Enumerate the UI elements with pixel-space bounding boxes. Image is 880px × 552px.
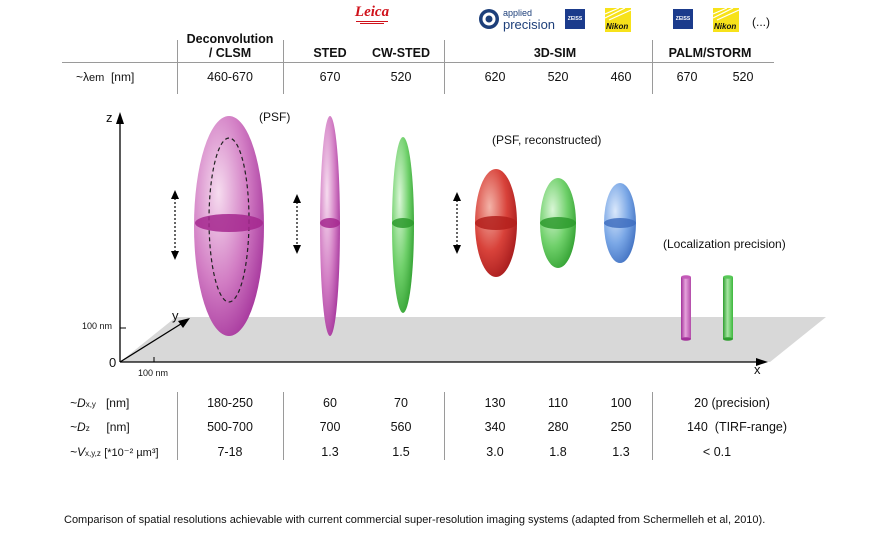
dxy-value: 100 xyxy=(610,396,632,410)
palm-precision-magenta xyxy=(681,277,691,339)
dz-value: 560 xyxy=(390,420,412,434)
psf-deconvolution-cross-section xyxy=(195,214,263,232)
lambda-value: 670 xyxy=(676,70,698,84)
z-axis-label: z xyxy=(106,110,113,125)
palm-precision-green xyxy=(723,277,733,339)
table-divider xyxy=(283,40,284,94)
vxyz-value: < 0.1 xyxy=(702,445,732,459)
dz-value: 280 xyxy=(547,420,569,434)
table-top-divider xyxy=(62,62,774,63)
vxyz-value: 1.8 xyxy=(549,445,567,459)
z-extent-arrow-icon xyxy=(171,190,179,260)
z-extent-arrow-icon xyxy=(293,194,301,254)
x-axis-label: x xyxy=(754,362,761,377)
leica-logo: Leica xyxy=(352,4,392,24)
figure-caption: Comparison of spatial resolutions achiev… xyxy=(64,514,766,526)
dxy-value: 60 xyxy=(323,396,337,410)
psf-cwsted-cross-section xyxy=(392,218,414,228)
dxy-value: 20 (precision) xyxy=(694,396,770,410)
zeiss-logo: ZEISS xyxy=(565,9,585,29)
y-axis-arrow-icon xyxy=(178,318,190,328)
applied-precision-logo: applied precision xyxy=(478,6,558,32)
lambda-value: 520 xyxy=(547,70,569,84)
vxyz-value: 1.5 xyxy=(392,445,410,459)
lambda-value: 620 xyxy=(484,70,506,84)
y-axis xyxy=(119,321,185,363)
z-extent-arrow-icon xyxy=(453,192,461,254)
lambda-value: 520 xyxy=(732,70,754,84)
dxy-value: 130 xyxy=(484,396,506,410)
lambda-value: 460-670 xyxy=(207,70,253,84)
psf-sim-red-cross-section xyxy=(475,216,517,230)
zeiss-logo-2: ZEISS xyxy=(673,9,693,29)
palm-precision-green-top xyxy=(723,275,733,279)
dxy-row-label: ~Dx,y [nm] xyxy=(70,396,130,410)
origin-label: 0 xyxy=(109,355,117,370)
vxyz-value: 1.3 xyxy=(612,445,630,459)
palm-precision-magenta-bottom xyxy=(681,337,691,341)
nikon-logo: Nikon xyxy=(605,8,631,32)
table-divider xyxy=(652,40,653,94)
localization-precision-label: (Localization precision) xyxy=(663,237,786,251)
palm-precision-green-bottom xyxy=(723,337,733,341)
col-header-3dsim: 3D-SIM xyxy=(533,46,577,60)
dz-value: 340 xyxy=(484,420,506,434)
x-axis-arrow-icon xyxy=(756,358,768,366)
floor-plane xyxy=(120,317,826,362)
lambda-row-label: ~λem [nm] xyxy=(76,70,135,84)
psf-reconstructed-label: (PSF, reconstructed) xyxy=(492,133,602,147)
more-vendors-ellipsis: (...) xyxy=(752,15,770,29)
scale-label-horizontal: 100 nm xyxy=(138,368,169,378)
nikon-logo-2: Nikon xyxy=(713,8,739,32)
table-divider xyxy=(177,392,178,460)
col-header-cwsted: CW-STED xyxy=(371,46,431,60)
resolution-diagram xyxy=(116,112,826,366)
dxy-value: 110 xyxy=(548,396,568,410)
dz-row-label: ~Dz [nm] xyxy=(70,420,130,434)
dxy-value: 180-250 xyxy=(207,396,253,410)
table-divider xyxy=(652,392,653,460)
scale-label-vertical: 100 nm xyxy=(82,321,113,331)
psf-sim-green-cross-section xyxy=(540,217,576,229)
palm-precision-magenta-top xyxy=(681,275,691,279)
y-axis-label: y xyxy=(172,308,179,323)
table-divider xyxy=(444,392,445,460)
lambda-value: 520 xyxy=(390,70,412,84)
vxyz-value: 1.3 xyxy=(321,445,339,459)
col-header-palm-storm: PALM/STORM xyxy=(668,46,752,60)
vxyz-row-label: ~Vx,y,z [*10⁻² µm³] xyxy=(70,445,159,459)
lambda-value: 460 xyxy=(610,70,632,84)
z-axis-arrow-icon xyxy=(116,112,124,124)
dz-value: 500-700 xyxy=(207,420,253,434)
col-header-deconvolution: Deconvolution / CLSM xyxy=(186,32,274,60)
psf-label: (PSF) xyxy=(259,110,291,124)
col-header-sted: STED xyxy=(313,46,347,60)
table-divider xyxy=(177,40,178,94)
vxyz-value: 3.0 xyxy=(486,445,504,459)
dxy-value: 70 xyxy=(394,396,408,410)
lambda-value: 670 xyxy=(319,70,341,84)
table-divider xyxy=(283,392,284,460)
vxyz-value: 7-18 xyxy=(217,445,243,459)
psf-sted-cross-section xyxy=(320,218,340,228)
dz-value: 140 (TIRF-range) xyxy=(686,420,788,434)
psf-sim-blue-cross-section xyxy=(604,218,636,228)
table-divider xyxy=(444,40,445,94)
dz-value: 250 xyxy=(610,420,632,434)
dz-value: 700 xyxy=(319,420,341,434)
